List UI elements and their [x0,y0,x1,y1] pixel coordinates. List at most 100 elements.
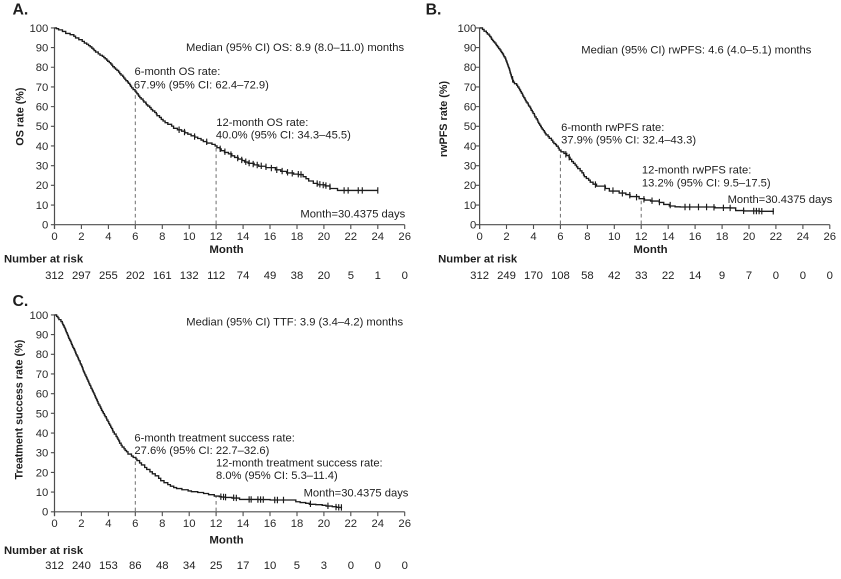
svg-text:249: 249 [497,270,516,282]
svg-text:25: 25 [210,560,223,572]
svg-text:20: 20 [318,270,331,282]
svg-text:312: 312 [45,270,64,282]
svg-text:50: 50 [36,121,49,133]
svg-text:33: 33 [635,270,648,282]
svg-text:B.: B. [426,1,442,18]
svg-text:40: 40 [36,428,49,440]
svg-text:6: 6 [557,231,563,243]
svg-text:10: 10 [183,518,196,530]
svg-text:26: 26 [824,231,837,243]
svg-text:24: 24 [372,518,385,530]
svg-text:Median (95% CI) OS: 8.9 (8.0–1: Median (95% CI) OS: 8.9 (8.0–11.0) month… [186,42,404,54]
svg-text:70: 70 [36,82,49,94]
svg-text:60: 60 [36,102,49,114]
svg-text:80: 80 [36,62,49,74]
svg-text:4: 4 [105,231,111,243]
svg-text:0: 0 [348,560,354,572]
svg-text:20: 20 [743,231,756,243]
svg-text:6-month rwPFS rate:: 6-month rwPFS rate: [561,122,664,134]
svg-text:132: 132 [180,270,199,282]
svg-text:27.6% (95% CI: 22.7–32.6): 27.6% (95% CI: 22.7–32.6) [134,445,269,457]
svg-text:10: 10 [36,200,49,212]
svg-text:30: 30 [464,161,477,173]
svg-text:0: 0 [51,231,57,243]
svg-text:18: 18 [291,231,304,243]
svg-text:rwPFS rate (%): rwPFS rate (%) [438,81,450,158]
svg-text:80: 80 [464,62,477,74]
svg-text:Median (95% CI) TTF: 3.9 (3.4–: Median (95% CI) TTF: 3.9 (3.4–4.2) month… [186,316,403,328]
svg-text:5: 5 [348,270,354,282]
svg-text:202: 202 [126,270,145,282]
svg-text:2: 2 [78,518,84,530]
svg-text:13.2% (95% CI: 9.5–17.5): 13.2% (95% CI: 9.5–17.5) [642,178,771,190]
svg-text:14: 14 [237,518,250,530]
svg-text:70: 70 [464,82,477,94]
svg-text:100: 100 [29,310,48,322]
svg-text:24: 24 [797,231,810,243]
svg-text:67.9% (95% CI: 62.4–72.9): 67.9% (95% CI: 62.4–72.9) [134,80,269,92]
svg-text:6: 6 [132,231,138,243]
svg-text:240: 240 [72,560,91,572]
svg-text:Month=30.4375 days: Month=30.4375 days [300,209,405,221]
svg-text:1: 1 [375,270,381,282]
svg-text:80: 80 [36,349,49,361]
svg-text:0: 0 [375,560,381,572]
svg-text:42: 42 [608,270,621,282]
svg-text:14: 14 [237,231,250,243]
svg-text:60: 60 [36,389,49,401]
svg-text:OS rate (%): OS rate (%) [14,87,26,146]
svg-text:Month=30.4375 days: Month=30.4375 days [728,194,833,206]
svg-text:10: 10 [608,231,621,243]
svg-text:2: 2 [78,231,84,243]
svg-text:17: 17 [237,560,250,572]
svg-text:16: 16 [689,231,702,243]
svg-text:30: 30 [36,448,49,460]
svg-text:0: 0 [402,560,408,572]
svg-text:16: 16 [264,518,277,530]
svg-text:40.0% (95% CI: 34.3–45.5): 40.0% (95% CI: 34.3–45.5) [216,129,351,141]
svg-text:Month=30.4375 days: Month=30.4375 days [304,487,409,499]
svg-text:9: 9 [719,270,725,282]
svg-text:0: 0 [773,270,779,282]
svg-text:8.0% (95% CI: 5.3–11.4): 8.0% (95% CI: 5.3–11.4) [216,470,338,482]
svg-text:10: 10 [36,487,49,499]
svg-text:153: 153 [99,560,118,572]
svg-text:12-month OS rate:: 12-month OS rate: [216,117,308,129]
svg-text:90: 90 [464,42,477,54]
svg-text:Month: Month [209,244,243,256]
svg-text:0: 0 [42,507,48,519]
svg-text:7: 7 [746,270,752,282]
svg-text:Median (95% CI) rwPFS: 4.6 (4.: Median (95% CI) rwPFS: 4.6 (4.0–5.1) mon… [581,44,811,56]
svg-text:161: 161 [153,270,172,282]
svg-text:0: 0 [51,518,57,530]
svg-text:58: 58 [581,270,594,282]
svg-text:22: 22 [345,231,358,243]
svg-text:112: 112 [207,270,225,282]
svg-text:22: 22 [345,518,358,530]
svg-text:10: 10 [464,200,477,212]
svg-text:0: 0 [470,220,476,232]
svg-text:0: 0 [42,220,48,232]
svg-text:4: 4 [105,518,111,530]
svg-text:37.9% (95% CI: 32.4–43.3): 37.9% (95% CI: 32.4–43.3) [561,135,696,147]
svg-text:40: 40 [464,141,477,153]
svg-text:22: 22 [662,270,675,282]
svg-text:12: 12 [210,231,223,243]
svg-text:74: 74 [237,270,250,282]
svg-text:16: 16 [264,231,277,243]
svg-text:20: 20 [318,231,331,243]
svg-text:10: 10 [264,560,277,572]
svg-text:20: 20 [318,518,331,530]
svg-text:90: 90 [36,42,49,54]
svg-text:Treatment success rate (%): Treatment success rate (%) [14,339,26,479]
svg-text:255: 255 [99,270,118,282]
svg-text:90: 90 [36,329,49,341]
svg-text:50: 50 [464,121,477,133]
svg-text:0: 0 [800,270,806,282]
svg-text:12: 12 [210,518,223,530]
svg-text:40: 40 [36,141,49,153]
svg-text:Number at risk: Number at risk [4,545,84,557]
svg-text:8: 8 [159,231,165,243]
svg-text:12-month rwPFS rate:: 12-month rwPFS rate: [642,164,751,176]
svg-text:Month: Month [633,244,667,256]
